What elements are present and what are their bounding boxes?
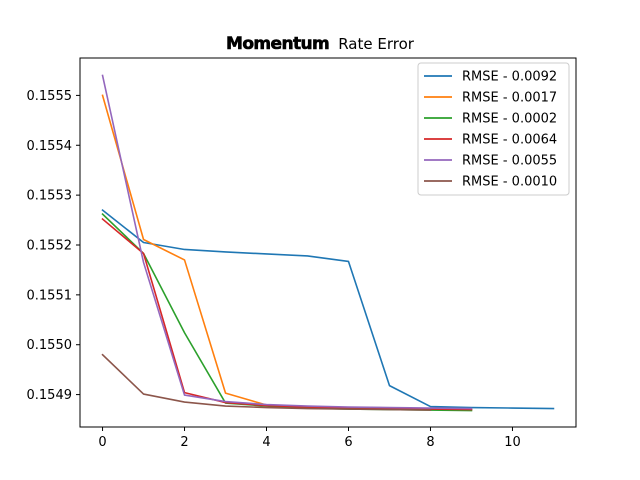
y-tick-label: 0.1551: [27, 288, 73, 303]
legend-entry-1: RMSE - 0.0092: [462, 70, 557, 85]
x-tick-label: 8: [426, 435, 434, 450]
legend-entry-3: RMSE - 0.0002: [462, 112, 557, 127]
y-tick-label: 0.1552: [27, 238, 73, 253]
x-tick-label: 0: [98, 435, 106, 450]
series-line-6: [101, 353, 432, 411]
series-line-5: [101, 74, 473, 410]
x-tick-label: 6: [344, 435, 352, 450]
chart-title-bold: Momentum: [226, 34, 329, 54]
x-tick-label: 10: [504, 435, 521, 450]
legend-entry-6: RMSE - 0.0010: [462, 175, 557, 190]
legend-entry-4: RMSE - 0.0064: [462, 133, 557, 148]
chart-title: Momentum Rate Error: [226, 34, 415, 54]
series-line-1: [101, 208, 555, 410]
y-tick-label: 0.1549: [27, 388, 73, 403]
series-group: [101, 74, 555, 412]
x-tick-label: 2: [180, 435, 188, 450]
series-layer: [101, 74, 555, 412]
y-tick-label: 0.1554: [27, 139, 73, 154]
axes-layer: 0 2 4 6 8 10 0.1549 0.1550 0.1551 0.1552 0.1553 0.1…: [27, 57, 577, 450]
legend-entry-5: RMSE - 0.0055: [462, 154, 557, 169]
y-tick-label: 0.1550: [27, 338, 73, 353]
legend: RMSE - 0.0092 RMSE - 0.0017 RMSE - 0.0002 R…: [417, 62, 570, 196]
x-tick-label: 4: [262, 435, 270, 450]
series-line-2: [101, 94, 473, 411]
y-tick-label: 0.1555: [27, 89, 73, 104]
plot-frame: [79, 57, 577, 428]
legend-entry-2: RMSE - 0.0017: [462, 91, 557, 106]
y-tick-label: 0.1553: [27, 189, 73, 204]
series-line-4: [101, 217, 473, 411]
series-line-3: [101, 212, 473, 412]
legend-box: [417, 62, 570, 196]
chart-title-rest: Rate Error: [338, 35, 415, 53]
